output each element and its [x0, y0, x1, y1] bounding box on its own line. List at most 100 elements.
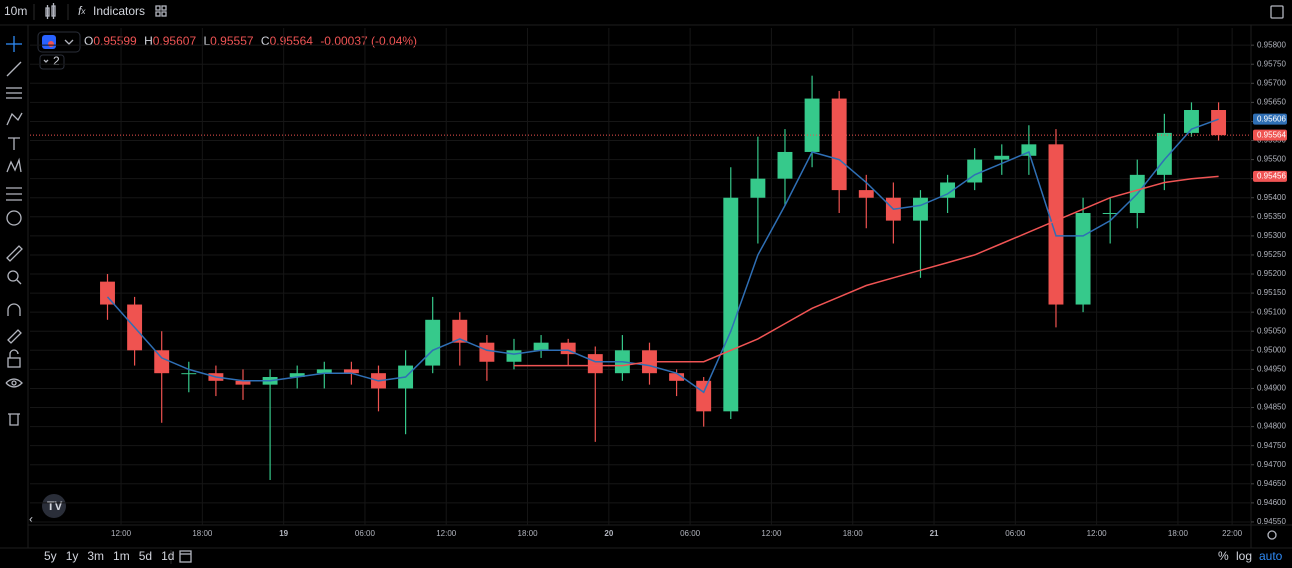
moving-average-line	[514, 175, 1219, 367]
candle-body	[100, 281, 115, 305]
y-tick-label: 0.94950	[1257, 364, 1286, 373]
y-tick-label: 0.95400	[1257, 193, 1286, 202]
indicator-count-box[interactable]	[39, 54, 65, 70]
range-button[interactable]: 5d	[139, 549, 152, 563]
candle-body	[343, 369, 359, 374]
y-tick-label: 0.95250	[1257, 250, 1286, 259]
x-tick-label: 06:00	[680, 529, 701, 538]
candle-body	[940, 182, 956, 198]
y-tick-label: 0.94850	[1257, 403, 1286, 412]
x-tick-label: 06:00	[355, 529, 376, 538]
price-tag	[1253, 113, 1287, 125]
candle-body	[289, 373, 305, 378]
candle-body	[1102, 212, 1118, 214]
range-button[interactable]: 1y	[66, 549, 79, 563]
y-tick-label: 0.95000	[1257, 345, 1286, 354]
layout-icon[interactable]	[155, 5, 167, 17]
price-tag-label: 0.95456	[1257, 171, 1286, 180]
collapse-arrow[interactable]: ‹	[29, 512, 33, 526]
x-tick-label: 12:00	[111, 529, 132, 538]
y-tick-label: 0.95050	[1257, 326, 1286, 335]
candle-body	[533, 342, 549, 351]
indicator-count: 2	[53, 54, 60, 68]
x-tick-label: 18:00	[843, 529, 864, 538]
candle-body	[181, 373, 197, 375]
symbol-box[interactable]	[37, 31, 81, 53]
range-button[interactable]: 3m	[87, 549, 104, 563]
fullscreen-icon[interactable]	[1270, 5, 1284, 19]
candle-body	[777, 151, 793, 179]
x-tick-label: 12:00	[761, 529, 782, 538]
log-toggle[interactable]: log	[1236, 549, 1252, 563]
y-tick-label: 0.95800	[1257, 40, 1286, 49]
y-tick-label: 0.94600	[1257, 498, 1286, 507]
candle-body	[750, 178, 766, 198]
y-tick-label: 0.94800	[1257, 422, 1286, 431]
candle-body	[723, 197, 739, 412]
x-tick-label: 19	[279, 529, 288, 538]
interval[interactable]: 10m	[4, 4, 27, 18]
candle-body	[154, 350, 170, 374]
fx-icon[interactable]: fx	[78, 4, 86, 18]
candle-body	[1075, 212, 1091, 305]
settings-icon[interactable]	[1267, 530, 1277, 540]
candle-body	[696, 380, 712, 412]
range-button[interactable]: 5y	[44, 549, 57, 563]
x-tick-label: 21	[930, 529, 939, 538]
candle-body	[316, 369, 332, 374]
candle-body	[452, 319, 468, 343]
symbol-dot	[48, 41, 54, 47]
price-tag	[1253, 170, 1287, 182]
candle-body	[235, 380, 251, 385]
x-tick-label: 20	[604, 529, 613, 538]
tv-logo[interactable]	[42, 494, 66, 518]
percent-toggle[interactable]: %	[1218, 549, 1229, 563]
x-tick-label: 06:00	[1005, 529, 1026, 538]
ohlc-legend: O0.95599 H0.95607 L0.95557 C0.95564 -0.0…	[84, 34, 417, 48]
y-tick-label: 0.95350	[1257, 212, 1286, 221]
x-tick-label: 12:00	[1087, 529, 1108, 538]
candle-body	[994, 155, 1010, 160]
candle-body	[1021, 144, 1037, 156]
range-button[interactable]: 1m	[113, 549, 130, 563]
price-tag	[1253, 129, 1287, 141]
change-value: -0.00037 (-0.04%)	[320, 34, 417, 48]
close-key: C	[261, 34, 270, 48]
candle-body	[858, 190, 874, 198]
y-tick-label: 0.94900	[1257, 384, 1286, 393]
low-value: 0.95557	[210, 34, 254, 48]
y-tick-label: 0.95650	[1257, 97, 1286, 106]
low-key: L	[203, 34, 210, 48]
candle-body	[506, 350, 522, 362]
x-tick-label: 18:00	[1168, 529, 1189, 538]
candle-body	[669, 373, 685, 381]
candle-body	[479, 342, 495, 362]
chevron	[64, 39, 74, 45]
candle-body	[560, 342, 576, 355]
auto-toggle[interactable]: auto	[1259, 549, 1283, 563]
y-tick-label: 0.95200	[1257, 269, 1286, 278]
x-tick-label: 18:00	[518, 529, 539, 538]
y-tick-label: 0.94750	[1257, 441, 1286, 450]
chart-type-icon[interactable]	[45, 3, 56, 19]
y-tick-label: 0.94550	[1257, 517, 1286, 526]
x-tick-label: 18:00	[192, 529, 213, 538]
x-tick-label: 22:00	[1222, 529, 1243, 538]
y-tick-label: 0.94650	[1257, 479, 1286, 488]
candle-body	[913, 197, 928, 221]
high-key: H	[144, 34, 153, 48]
close-value: 0.95564	[270, 34, 314, 48]
y-tick-label: 0.95300	[1257, 231, 1286, 240]
price-tag-label: 0.95564	[1257, 130, 1286, 139]
tool-icons[interactable]	[5, 36, 23, 426]
x-tick-label: 12:00	[436, 529, 457, 538]
candle-body	[804, 98, 820, 152]
date-range-icon[interactable]	[179, 550, 192, 563]
y-tick-label: 0.94700	[1257, 460, 1286, 469]
range-button[interactable]: 1d	[161, 549, 174, 563]
candle-body	[1048, 144, 1064, 305]
indicators-button[interactable]: Indicators	[93, 4, 145, 18]
candle-body	[831, 98, 847, 191]
